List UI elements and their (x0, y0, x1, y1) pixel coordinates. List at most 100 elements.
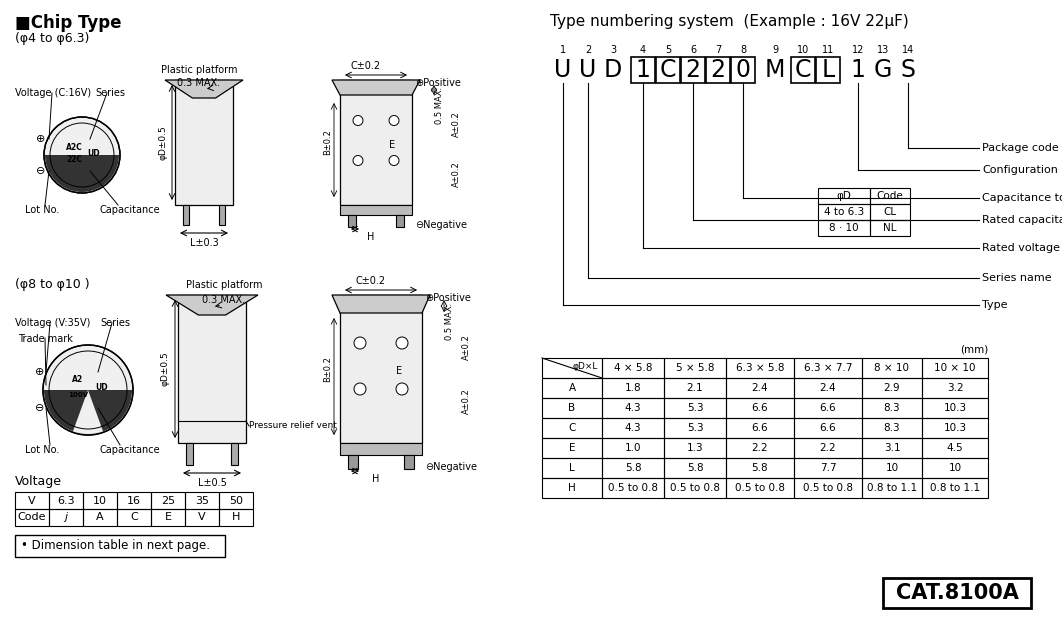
Text: 7: 7 (715, 45, 721, 55)
Text: L±0.5: L±0.5 (198, 478, 226, 488)
Text: 5.3: 5.3 (687, 423, 703, 433)
Bar (542, 438, 602, 458)
Text: 16: 16 (127, 495, 141, 506)
Text: 1.0: 1.0 (624, 443, 641, 453)
Bar (726, 478, 794, 498)
Text: Capacitance tolerance (±20%): Capacitance tolerance (±20%) (982, 193, 1062, 203)
Text: 2.9: 2.9 (884, 383, 901, 393)
Bar (542, 478, 602, 498)
Text: V: V (29, 495, 36, 506)
Text: 2.2: 2.2 (752, 443, 768, 453)
Text: 10: 10 (93, 495, 107, 506)
Bar (726, 398, 794, 418)
Text: H: H (373, 474, 380, 484)
Text: 0.5 MAX.: 0.5 MAX. (445, 303, 455, 340)
Text: ⊕: ⊕ (35, 367, 45, 377)
Text: Lot No.: Lot No. (25, 205, 59, 215)
Text: H: H (568, 483, 576, 493)
Text: S: S (901, 58, 915, 82)
Text: Voltage (V:35V): Voltage (V:35V) (15, 318, 90, 328)
Text: Series: Series (95, 88, 125, 98)
Bar (664, 418, 726, 438)
Bar (922, 358, 988, 378)
Bar (602, 478, 664, 498)
Polygon shape (165, 80, 243, 98)
Bar (922, 418, 988, 438)
Bar (664, 358, 726, 378)
Text: Type: Type (982, 300, 1008, 310)
Text: E: E (396, 366, 402, 376)
Bar (185, 492, 219, 509)
Bar (49, 509, 83, 526)
Text: 8.3: 8.3 (884, 423, 901, 433)
Text: C±0.2: C±0.2 (350, 61, 381, 71)
Text: H: H (367, 232, 375, 242)
Bar (794, 358, 862, 378)
Text: 3.2: 3.2 (946, 383, 963, 393)
Text: Package code: Package code (982, 143, 1059, 153)
Bar (862, 398, 922, 418)
Bar (602, 378, 664, 398)
Bar (794, 478, 862, 498)
Text: 2.4: 2.4 (820, 383, 836, 393)
Text: (φ8 to φ10 ): (φ8 to φ10 ) (15, 278, 89, 291)
Text: 8 × 10: 8 × 10 (874, 363, 909, 373)
Text: C: C (660, 58, 676, 82)
Bar (870, 188, 910, 204)
Bar (726, 378, 794, 398)
Text: 5.8: 5.8 (624, 463, 641, 473)
Text: Capacitance: Capacitance (100, 445, 160, 455)
Text: Series: Series (100, 318, 130, 328)
Bar (731, 57, 755, 83)
Text: Trade mark: Trade mark (18, 334, 73, 344)
Text: 1.8: 1.8 (624, 383, 641, 393)
Bar (602, 398, 664, 418)
Text: B±0.2: B±0.2 (324, 129, 332, 155)
Text: A2C: A2C (66, 142, 83, 152)
Text: NL: NL (884, 223, 896, 233)
Text: 10.3: 10.3 (943, 403, 966, 413)
Text: 0.5 MAX.: 0.5 MAX. (435, 87, 445, 124)
Text: φD: φD (837, 191, 852, 201)
Text: C: C (131, 513, 138, 522)
Text: 10: 10 (796, 45, 809, 55)
Text: ⊕Positive: ⊕Positive (425, 293, 470, 303)
Text: 6.3 × 5.8: 6.3 × 5.8 (736, 363, 784, 373)
Text: ■Chip Type: ■Chip Type (15, 14, 121, 32)
Bar (602, 358, 664, 378)
Bar (183, 205, 189, 225)
Text: ⊖: ⊖ (35, 403, 45, 413)
Text: φD±0.5: φD±0.5 (161, 352, 170, 386)
Bar (794, 378, 862, 398)
Bar (862, 478, 922, 498)
Bar (232, 443, 238, 465)
Text: A±0.2: A±0.2 (462, 389, 470, 415)
Bar (340, 80, 412, 205)
Bar (862, 378, 922, 398)
Text: 6.6: 6.6 (752, 423, 768, 433)
Text: 50: 50 (229, 495, 243, 506)
Bar (681, 57, 705, 83)
Text: 7.7: 7.7 (820, 463, 836, 473)
Text: G: G (874, 58, 892, 82)
Bar (794, 398, 862, 418)
Circle shape (396, 383, 408, 395)
Bar (664, 378, 726, 398)
Text: L: L (569, 463, 575, 473)
Text: 0.5 to 0.8: 0.5 to 0.8 (803, 483, 853, 493)
Text: 10.3: 10.3 (943, 423, 966, 433)
Text: 1.3: 1.3 (687, 443, 703, 453)
Text: Code: Code (876, 191, 904, 201)
Text: j: j (65, 513, 68, 522)
Text: 2.4: 2.4 (752, 383, 768, 393)
Text: 2: 2 (585, 45, 592, 55)
Text: 2.2: 2.2 (820, 443, 836, 453)
Bar (791, 57, 815, 83)
Bar (922, 438, 988, 458)
Bar (706, 57, 730, 83)
Text: 14: 14 (902, 45, 914, 55)
Circle shape (389, 155, 399, 165)
Text: 6.3: 6.3 (57, 495, 74, 506)
Text: 22C: 22C (66, 155, 82, 163)
Bar (922, 458, 988, 478)
